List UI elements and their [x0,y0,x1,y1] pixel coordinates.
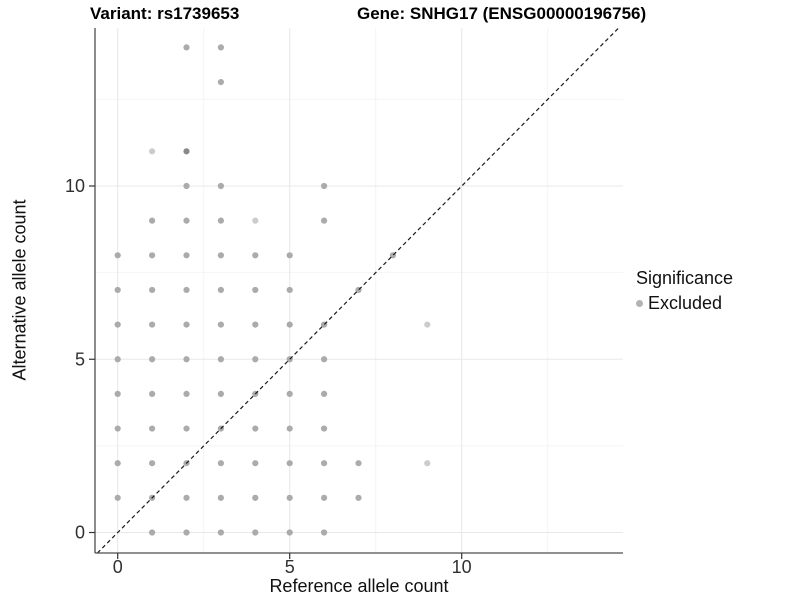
data-point [217,252,224,259]
data-point [114,425,121,432]
data-point [321,494,328,501]
data-point [149,425,156,432]
data-point [183,321,190,328]
data-point [286,252,293,259]
data-point [321,217,328,224]
data-point [252,217,259,224]
data-point [183,356,190,363]
y-axis-label: Alternative allele count [9,199,30,381]
data-point [252,425,259,432]
data-point [217,356,224,363]
x-tick-label: 5 [285,557,295,577]
data-point [217,321,224,328]
data-point [114,390,121,397]
data-point [424,321,431,328]
data-point [286,286,293,294]
data-point [114,321,121,328]
data-point [286,425,293,432]
data-point [217,494,224,501]
data-point [286,460,293,467]
legend-point-icon [636,300,643,307]
data-point [149,286,156,294]
data-point [183,286,190,294]
data-point [321,390,328,397]
data-point [183,494,190,501]
data-point [286,529,293,536]
data-point [321,356,328,363]
data-point [149,252,156,259]
data-point [286,321,293,328]
data-point [321,182,328,190]
data-point [183,390,190,397]
data-point [217,529,224,536]
x-tick-label: 0 [113,557,123,577]
data-point [252,321,259,328]
x-axis-label: Reference allele count [269,576,449,596]
x-tick-label: 10 [452,557,472,577]
data-point [217,460,224,467]
data-point [149,321,156,328]
y-tick-label: 10 [65,176,85,196]
data-point [183,217,190,224]
data-point [217,390,224,397]
data-point [217,182,224,190]
legend-item-excluded: Excluded [636,293,733,314]
data-point [149,529,156,536]
identity-line [96,27,620,554]
data-point [149,390,156,397]
data-point [217,217,224,224]
data-point [424,460,431,467]
data-point [183,425,190,432]
data-point [252,529,259,536]
data-point [355,494,362,501]
data-point [114,460,121,467]
data-point [183,529,190,536]
data-point [149,356,156,363]
data-point [355,460,362,467]
y-tick-label: 0 [75,523,85,543]
data-point [217,286,224,294]
data-point [217,44,224,51]
data-point [183,44,190,51]
data-point [114,252,121,259]
data-point [114,356,121,363]
data-point [252,460,259,467]
legend-title: Significance [636,268,734,288]
data-point [149,148,156,155]
legend: Significance Excluded [636,268,733,314]
legend-item-label: Excluded [648,293,723,313]
data-point [183,252,190,259]
data-point [286,494,293,501]
data-point [114,494,121,501]
data-point [286,390,293,397]
data-point [149,217,156,224]
plot-title-gene: Gene: SNHG17 (ENSG00000196756) [357,4,647,23]
data-point [252,356,259,363]
data-point [252,252,259,259]
data-point [183,148,190,155]
data-point [252,494,259,501]
data-point [149,460,156,467]
plot-title-variant: Variant: rs1739653 [90,4,240,23]
data-point [114,286,121,294]
data-point [252,286,259,294]
data-point [321,460,328,467]
data-point [217,78,224,86]
y-tick-label: 5 [75,349,85,369]
data-point [183,182,190,190]
data-point [321,529,328,536]
data-point [321,425,328,432]
